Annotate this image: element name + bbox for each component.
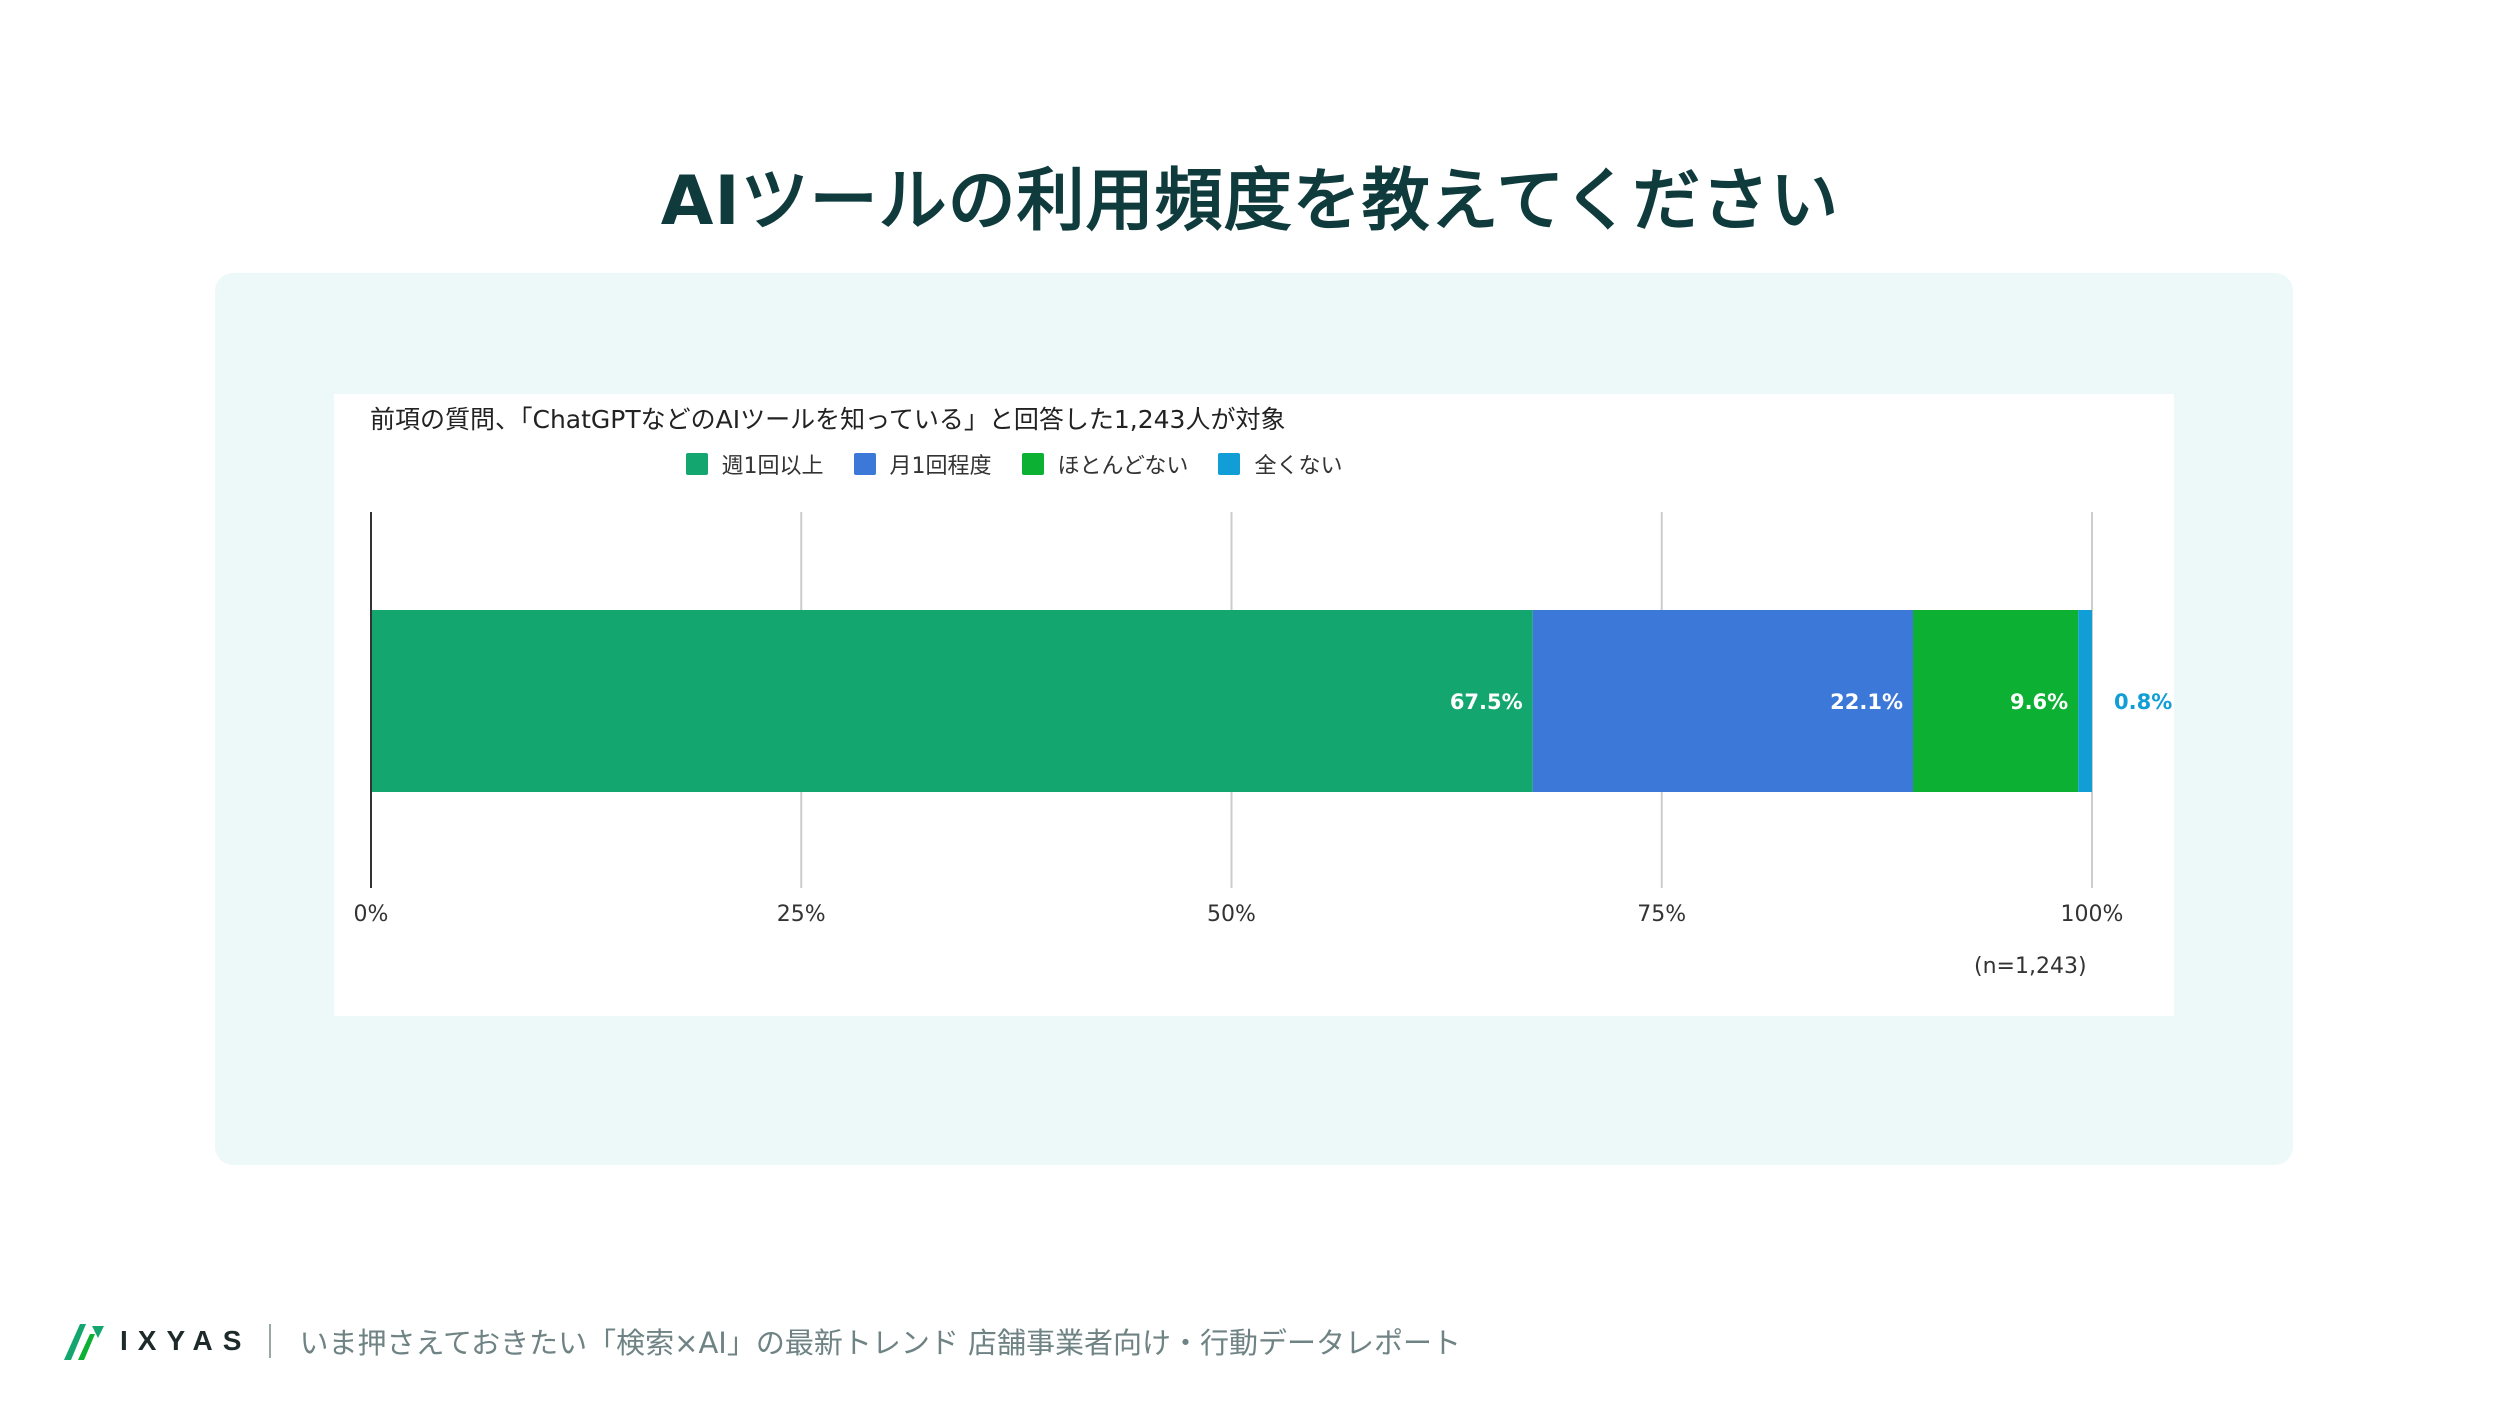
chart-card: 前項の質問、「ChatGPTなどのAIツールを知っている」と回答した1,243人… xyxy=(334,394,2174,1016)
footer-logo: IXYAS xyxy=(62,1320,251,1362)
bar-segment-never xyxy=(2078,610,2092,792)
x-tick-label-4: 100% xyxy=(2061,902,2124,927)
legend-item-weekly: 週1回以上 xyxy=(685,448,824,480)
legend-swatch-never xyxy=(1218,453,1241,475)
data-label-rarely: 9.6% xyxy=(2010,690,2068,714)
x-tick-label-2: 50% xyxy=(1207,902,1256,927)
footer: IXYAS いま押さえておきたい「検索×AI」の最新トレンド 店舗事業者向け・行… xyxy=(62,1316,1461,1366)
chart-subtitle: 前項の質問、「ChatGPTなどのAIツールを知っている」と回答した1,243人… xyxy=(370,405,1286,434)
legend-item-monthly: 月1回程度 xyxy=(853,448,992,480)
data-label-never: 0.8% xyxy=(2114,690,2172,714)
legend-swatch-rarely xyxy=(1021,453,1044,475)
legend-swatch-monthly xyxy=(853,453,876,475)
legend-label-weekly: 週1回以上 xyxy=(721,454,824,479)
chart-plot: 0% 25% 50% 75% 100% 67.5% 22.1% 9.6% 0.8% xyxy=(354,512,2172,927)
chart-legend: 週1回以上 月1回程度 ほとんどない 全くない xyxy=(334,448,1694,480)
x-tick-label-1: 25% xyxy=(777,902,826,927)
legend-label-monthly: 月1回程度 xyxy=(889,454,992,479)
page-title: AIツールの利用頻度を教えてください xyxy=(660,162,1840,241)
bar-segment-rarely xyxy=(1913,610,2079,792)
bar-segment-weekly xyxy=(371,610,1533,792)
footer-brand: IXYAS xyxy=(120,1325,252,1356)
x-tick-label-3: 75% xyxy=(1637,902,1686,927)
data-label-monthly: 22.1% xyxy=(1830,690,1903,714)
footer-text: いま押さえておきたい「検索×AI」の最新トレンド 店舗事業者向け・行動データレポ… xyxy=(299,1326,1462,1360)
legend-item-rarely: ほとんどない xyxy=(1021,448,1189,480)
sample-size-note: (n=1,243) xyxy=(1974,954,2087,979)
legend-label-never: 全くない xyxy=(1254,454,1343,479)
bar-segment-monthly xyxy=(1532,610,1914,792)
footer-divider xyxy=(269,1324,272,1358)
legend-label-rarely: ほとんどない xyxy=(1057,454,1189,479)
data-label-weekly: 67.5% xyxy=(1450,690,1523,714)
ixyas-logo-icon xyxy=(64,1324,104,1360)
x-tick-label-0: 0% xyxy=(354,902,389,927)
legend-swatch-weekly xyxy=(685,453,708,475)
legend-item-never: 全くない xyxy=(1218,448,1342,480)
